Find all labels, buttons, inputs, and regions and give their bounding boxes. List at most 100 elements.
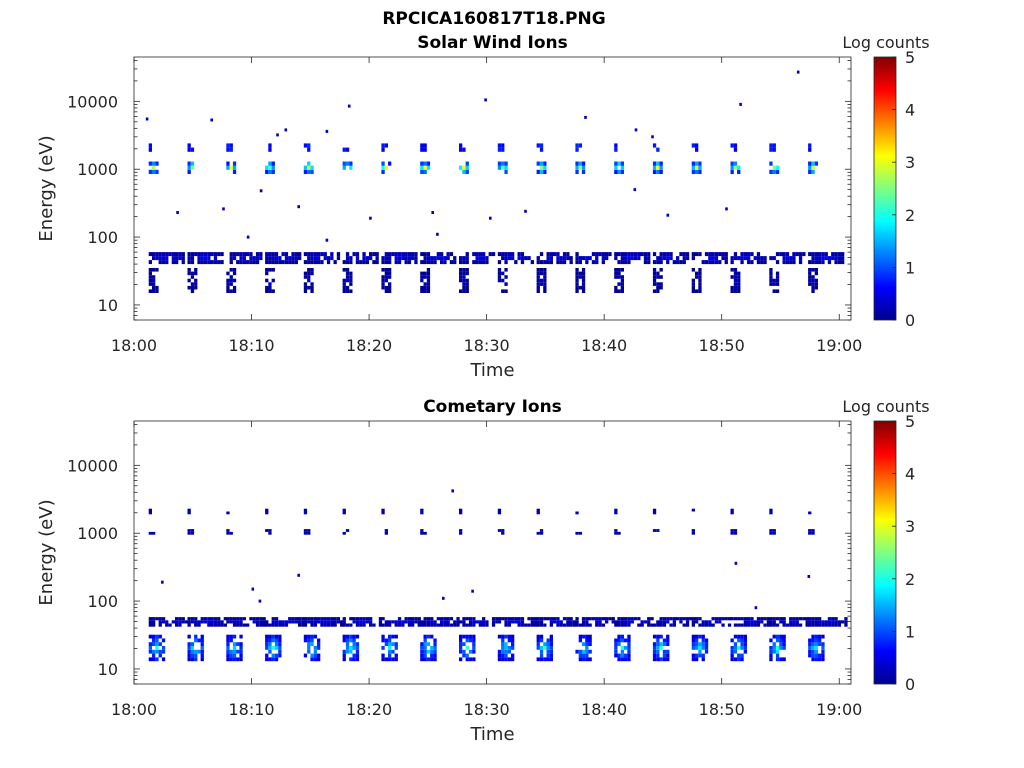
p1-cell-s0-b2 [184,620,189,624]
p1-cell-s6-b2 [417,617,421,621]
p1-cell-s8-b2 [482,623,486,627]
p1-cell-s7-b2 [420,623,424,627]
p0-cell-s0-b1 [148,147,152,152]
p0-cell-s1-b3 [190,285,195,290]
p0-cell-s9-b2 [517,256,521,261]
p0-cell-s12-b2 [620,260,624,265]
p1-cell-s2-b3 [232,642,237,646]
p0-cell-s11-b2 [601,260,605,265]
p1-cell-s3-b0 [268,531,272,535]
p0-cell-s9-b0 [504,161,508,166]
p1-cell-s0-b3 [152,642,156,646]
p1-cell-s3-b2 [278,620,282,624]
p0-cell-s6-b2 [394,252,398,257]
p1-cell-s10-b2 [536,620,540,624]
p1-xtick-label-4: 18:40 [581,700,627,719]
p0-cell-s16-b2 [772,256,776,261]
p0-cell-s15-b3 [730,285,734,290]
p0-cell-s4-b2 [326,260,331,265]
p0-cell-s1-b2 [187,260,191,265]
p0-cell-s6-b2 [397,256,402,261]
p0-cell-s4-b2 [317,256,321,261]
p1-cell-s14-b2 [721,617,725,621]
p1-cell-s4-b0 [303,531,308,535]
p0-cell-s15-b0 [737,165,741,170]
p0-xtick-label-1: 18:10 [228,336,274,355]
p1-cell-s15-b3 [730,649,734,654]
p0-cell-s1-b2 [194,252,198,257]
p1-cell-s5-b2 [352,620,356,624]
p1-cell-s9-b2 [514,617,518,621]
p0-cell-s12-b3 [617,282,621,286]
p0-cell-s12-b0 [617,169,621,174]
p1-cell-s8-b2 [472,620,476,624]
p1-cell-s0-b3 [148,642,152,646]
p1-cell-s2-b3 [226,638,230,643]
p0-cell-s7-b3 [426,275,431,279]
p1-cell-s12-b2 [617,617,621,621]
p1-cell-s2-b3 [229,657,233,662]
p0-cell-s6-b2 [397,260,402,265]
p1-cell-s7-b3 [423,657,427,662]
p0-cell-s7-b1 [423,147,427,152]
p0-cell-s6-b3 [381,285,385,290]
p0-cell-s3-b2 [291,252,295,257]
p1-cell-s9-b2 [497,620,502,624]
p1-cell-s0-b3 [152,634,156,639]
p0-cell-s8-b2 [475,256,479,261]
p1-cell-s9-b3 [504,653,508,658]
p0-cell-s13-b0 [652,161,657,166]
p0-cell-s17-b3 [808,275,812,279]
p1-cell-s13-b3 [652,649,657,654]
p1-cell-s1-b3 [194,653,198,658]
p0-cell-s16-b2 [795,252,799,257]
p1-cell-s15-b0 [733,531,738,535]
p1-cell-s14-b0 [691,531,695,535]
p1-cell-s17-b2 [808,623,812,627]
p1-cell-s14-b3 [698,649,702,654]
p0-cell-s17-b2 [827,260,832,265]
p1-cell-s17-b2 [844,620,848,624]
p1-cell-s11-b2 [605,617,609,621]
p1-cell-s13-b2 [682,617,686,621]
p1-cell-s12-b3 [627,634,631,639]
p1-cell-s11-b3 [578,638,582,643]
p0-cell-s9-b0 [497,165,502,170]
p1-cell-s11-b2 [601,617,605,621]
p0-cell-s10-b0 [536,161,540,166]
p1-cell-s15-b3 [740,657,744,662]
p0-cell-s16-b3 [775,275,780,279]
p1-cell-s13-b3 [662,653,667,658]
p1-cell-s5-b1 [342,508,346,512]
p0-cell-s15-b2 [747,260,751,265]
p1-cell-s6-b3 [391,634,395,639]
p0-cell-s5-b2 [352,252,356,257]
p0-cell-s8-b2 [482,252,486,257]
p0-cell-s4-b2 [336,256,341,261]
p1-cell-s2-b3 [226,634,230,639]
p1-cell-s9-b2 [527,617,531,621]
p0-cell-s15-b2 [750,260,754,265]
p0-ytick-label-0: 10 [98,296,118,315]
p1-cell-s7-b3 [423,649,427,654]
p1-cell-s9-b3 [501,653,505,658]
p1-cell-s14-b2 [698,617,702,621]
p1-cell-s0-b1 [148,508,152,512]
p1-cell-s5-b3 [345,646,350,650]
p1-cell-s5-b3 [355,634,360,639]
p0-cell-s2-b2 [242,252,246,257]
p0-title: Solar Wind Ions [417,33,568,53]
p1-cell-s6-b3 [394,657,398,662]
p0-cell-s15-b3 [737,278,741,283]
p1-cell-s15-b3 [730,657,734,662]
p0-cell-s12-b3 [617,289,621,293]
p1-cell-s3-b3 [265,653,269,658]
p0-cell-s6-b3 [381,278,385,283]
p1-cell-s16-b2 [782,620,786,624]
p1-cell-s0-b2 [155,617,159,621]
p1-cell-s17-b0 [808,531,812,535]
p0-cell-s0-b0 [152,161,156,166]
p1-cell-s0-b3 [155,638,159,643]
p1-cell-s8-b3 [459,638,463,643]
p1-cell-s15-b3 [740,638,744,643]
